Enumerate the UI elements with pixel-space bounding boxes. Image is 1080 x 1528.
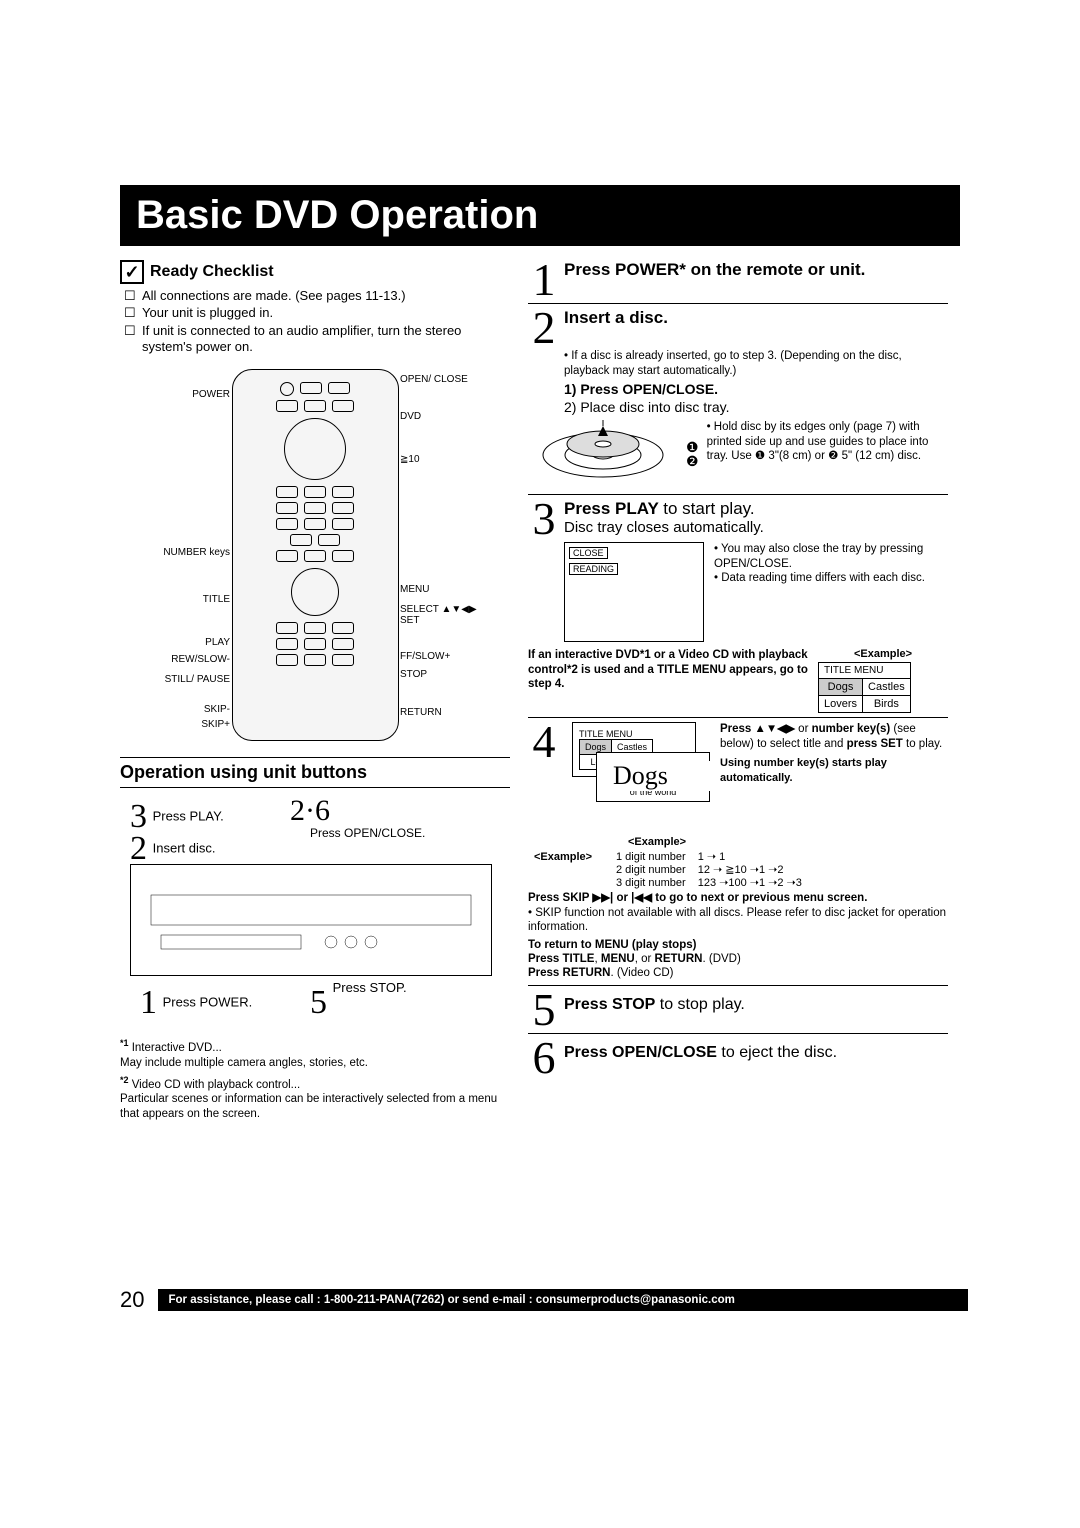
page-title: Basic DVD Operation — [120, 185, 960, 246]
unit-ops-diagram: 3 Press PLAY. 2·6 2 Insert disc. Press O… — [120, 794, 510, 1034]
digit-example-table: <Example> 1 digit number 1 ➝ 1 2 digit n… — [528, 850, 808, 889]
checklist: All connections are made. (See pages 11-… — [120, 288, 510, 355]
remote-label: TITLE — [150, 594, 230, 605]
interactive-note: If an interactive DVD*1 or a Video CD wi… — [528, 648, 808, 691]
step-number: 1 — [140, 984, 157, 1021]
footnotes: *1 Interactive DVD... May include multip… — [120, 1038, 510, 1122]
skip-note: Press SKIP ▶▶| or |◀◀ to go to next or p… — [528, 891, 948, 905]
remote-label: STOP — [400, 669, 480, 680]
step-sub: Disc tray closes automatically. — [564, 519, 764, 536]
remote-label: OPEN/ CLOSE — [400, 374, 480, 385]
checklist-header: ✓ Ready Checklist — [120, 260, 510, 284]
remote-diagram: POWER NUMBER keys TITLE PLAY REW/SLOW- S… — [120, 369, 510, 741]
unit-step: Insert disc. — [153, 840, 216, 855]
remote-label: ≧10 — [400, 454, 480, 465]
remote-label: MENU — [400, 584, 480, 595]
step-number: 6 — [528, 1038, 560, 1077]
step-number: 4 — [528, 722, 560, 761]
step-number: 1 — [528, 260, 560, 299]
unit-step: Press STOP. — [333, 980, 407, 995]
remote-label: SELECT ▲▼◀▶ SET — [400, 604, 480, 626]
checkmark-icon: ✓ — [120, 260, 144, 284]
step-text: Insert a disc. — [564, 308, 948, 328]
unit-outline — [130, 864, 492, 976]
sub-step: 1) Press OPEN/CLOSE. — [564, 381, 718, 397]
step-sub: • If a disc is already inserted, go to s… — [564, 349, 948, 378]
step-number: 2 — [130, 830, 147, 867]
step-number: 3 — [528, 499, 560, 538]
unit-step: 2·6 — [290, 794, 330, 827]
right-column: 1 Press POWER* on the remote or unit. 2 … — [528, 260, 948, 1122]
disc-tray-icon — [528, 420, 678, 490]
checklist-item: If unit is connected to an audio amplifi… — [124, 323, 510, 356]
step3-bullet: • You may also close the tray by pressin… — [714, 542, 948, 571]
step-number: 2 — [528, 308, 560, 347]
page-number: 20 — [120, 1287, 144, 1313]
step-number: 5 — [310, 984, 327, 1021]
remote-label: POWER — [150, 389, 230, 400]
remote-label: SKIP+ — [150, 719, 230, 730]
checklist-item: All connections are made. (See pages 11-… — [124, 288, 510, 304]
sub-step: 2) Place disc into disc tray. — [564, 399, 729, 415]
step-5: 5 Press STOP to stop play. — [528, 990, 948, 1029]
step3-detail: CLOSE READING • You may also close the t… — [564, 542, 948, 642]
return-line: Press TITLE, MENU, or RETURN. (DVD) — [528, 952, 948, 966]
disc-note-text: • Hold disc by its edges only (page 7) w… — [707, 420, 948, 463]
remote-label: SKIP- — [150, 704, 230, 715]
step-number: 5 — [528, 990, 560, 1029]
step-6: 6 Press OPEN/CLOSE to eject the disc. — [528, 1038, 948, 1077]
step-2: 2 Insert a disc. — [528, 308, 948, 347]
dogs-popup: Dogs — [613, 761, 713, 791]
left-column: ✓ Ready Checklist All connections are ma… — [120, 260, 510, 1122]
step-4: 4 TITLE MENU Dogs Castles Lo Dogs of the… — [528, 722, 948, 832]
footer-bar: For assistance, please call : 1-800-211-… — [158, 1289, 968, 1311]
remote-label: REW/SLOW- — [150, 654, 230, 665]
unit-step: Press POWER. — [163, 994, 253, 1009]
return-title: To return to MENU (play stops) — [528, 938, 948, 952]
unit-step: Press OPEN/CLOSE. — [310, 826, 425, 840]
remote-label: DVD — [400, 411, 480, 422]
unit-ops-title: Operation using unit buttons — [120, 757, 510, 788]
step-text: Press POWER* on the remote or unit. — [564, 260, 948, 280]
step4-auto: Using number key(s) starts play automati… — [720, 756, 948, 785]
disc-diagram: ❶ ❷ • Hold disc by its edges only (page … — [528, 420, 948, 490]
step-1: 1 Press POWER* on the remote or unit. — [528, 260, 948, 299]
step-3: 3 Press PLAY to start play. Disc tray cl… — [528, 499, 948, 538]
step4-text: Press ▲▼◀▶ or number key(s) (see below) … — [720, 723, 942, 750]
unit-step: Press PLAY. — [153, 808, 224, 823]
example-menu: TITLE MENU DogsCastles LoversBirds — [818, 662, 911, 713]
step3-bullet: • Data reading time differs with each di… — [714, 571, 948, 585]
remote-outline — [232, 369, 399, 741]
status-reading: READING — [569, 563, 618, 575]
remote-label: STILL/ PAUSE — [150, 674, 230, 685]
footer: 20 For assistance, please call : 1-800-2… — [120, 1287, 968, 1313]
checklist-item: Your unit is plugged in. — [124, 305, 510, 321]
return-line: Press RETURN. (Video CD) — [528, 966, 948, 980]
unit-svg — [131, 865, 491, 975]
remote-label: FF/SLOW+ — [400, 651, 480, 662]
checklist-title: Ready Checklist — [150, 263, 274, 281]
remote-label: NUMBER keys — [150, 547, 230, 558]
manual-page: Basic DVD Operation ✓ Ready Checklist Al… — [0, 0, 1080, 1528]
remote-label: PLAY — [150, 637, 230, 648]
marker: ❷ — [686, 454, 699, 468]
marker: ❶ — [686, 440, 699, 454]
tv-screen: CLOSE READING — [564, 542, 704, 642]
status-close: CLOSE — [569, 547, 608, 559]
remote-label: RETURN — [400, 707, 480, 718]
skip-bullet: • SKIP function not available with all d… — [528, 906, 948, 935]
example-label: <Example> — [818, 648, 948, 660]
